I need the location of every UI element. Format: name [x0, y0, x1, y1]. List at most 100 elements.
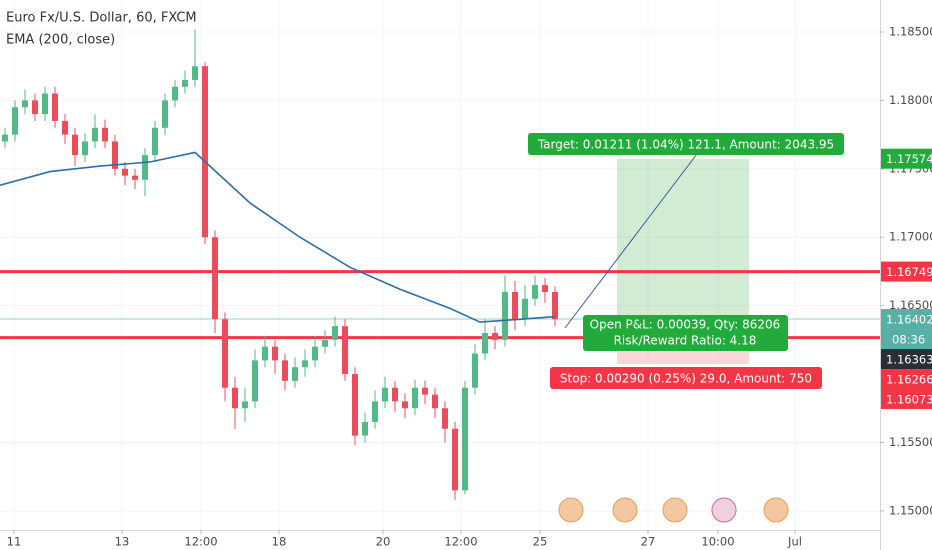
pnl-box — [583, 315, 788, 351]
candle-body — [192, 66, 198, 80]
candle-body — [362, 421, 368, 436]
price-label-bg — [881, 349, 932, 370]
candle-body — [462, 387, 468, 491]
price-label-bg — [881, 148, 932, 169]
stop-label: Stop: 0.00290 (0.25%) 29.0, Amount: 750 — [560, 372, 812, 386]
candle-body — [342, 326, 348, 375]
x-tick-label: 13 — [115, 535, 130, 549]
candle-body — [402, 401, 408, 409]
candle-body — [32, 100, 38, 115]
price-label-bg — [881, 309, 932, 330]
candle-body — [42, 93, 48, 115]
candle-body — [372, 401, 378, 422]
candle-body — [232, 387, 238, 409]
candle-body — [2, 134, 8, 142]
y-tick-label: 1.18500 — [889, 25, 932, 39]
trend-line — [564, 149, 701, 329]
x-tick-label: 18 — [272, 535, 287, 549]
candle-body — [522, 298, 528, 320]
price-label: 1.16266 — [886, 373, 932, 387]
candle-body — [292, 367, 298, 381]
candle-body — [352, 374, 358, 436]
candle-body — [12, 107, 18, 135]
event-icon — [612, 497, 638, 523]
price-label: 1.16749 — [886, 265, 932, 279]
y-tick-label: 1.15500 — [889, 435, 932, 449]
candle-body — [262, 346, 268, 361]
candle-body — [492, 332, 498, 340]
candle-body — [102, 127, 108, 142]
y-tick-label: 1.15000 — [889, 503, 932, 517]
position-profit-zone — [617, 158, 749, 325]
candle-body — [312, 346, 318, 361]
price-label: 1.16363 — [886, 353, 932, 367]
x-tick-label: Jul — [787, 535, 802, 549]
x-tick-label: 27 — [641, 535, 656, 549]
candle-body — [62, 120, 68, 135]
ema-line — [0, 151, 556, 323]
stop-label-bg — [550, 367, 822, 389]
target-label: Target: 0.01211 (1.04%) 121.1, Amount: 2… — [537, 138, 834, 152]
candle-body — [282, 360, 288, 381]
price-label-bg — [881, 389, 932, 410]
candle-body — [152, 127, 158, 156]
candle-body — [332, 326, 338, 340]
candle-body — [382, 387, 388, 402]
candle-body — [482, 332, 488, 354]
candle-body — [222, 319, 228, 388]
countdown: 08:36 — [892, 333, 925, 347]
candle-body — [442, 408, 448, 429]
x-tick-label: 25 — [533, 535, 548, 549]
event-icon — [662, 497, 688, 523]
price-label-bg — [881, 369, 932, 390]
candle-body — [412, 387, 418, 409]
x-tick-label: 11 — [7, 535, 22, 549]
price-label: 1.16402 — [886, 313, 932, 327]
candle-body — [542, 285, 548, 292]
event-icons — [558, 497, 789, 523]
price-label: 1.16073 — [886, 393, 932, 407]
event-icon — [711, 497, 737, 523]
candle-body — [512, 291, 518, 320]
candle-body — [552, 291, 558, 320]
pnl-label: Open P&L: 0.00039, Qty: 86206 — [590, 318, 781, 332]
candle-body — [142, 155, 148, 180]
candle-body — [182, 79, 188, 87]
candle-body — [302, 360, 308, 368]
candle-body — [52, 93, 58, 121]
candle-body — [392, 387, 398, 402]
candle-body — [472, 353, 478, 388]
candle-body — [532, 285, 538, 299]
candle-body — [92, 127, 98, 142]
x-tick-label: 12:00 — [184, 535, 217, 549]
candle-body — [272, 346, 278, 361]
candle-body — [132, 175, 138, 180]
indicator-legend: EMA (200, close) — [6, 33, 115, 48]
candle-body — [242, 401, 248, 409]
candle-body — [172, 86, 178, 101]
countdown-bg — [881, 329, 932, 350]
candle-body — [122, 168, 128, 176]
event-icon — [558, 497, 584, 523]
y-tick-label: 1.16500 — [889, 298, 932, 312]
candle-body — [502, 291, 508, 340]
target-label-bg — [528, 133, 844, 155]
event-icon — [763, 497, 789, 523]
rr-label: Risk/Reward Ratio: 4.18 — [614, 334, 757, 348]
candle-body — [422, 387, 428, 395]
candle-body — [432, 394, 438, 409]
y-tick-label: 1.17000 — [889, 230, 932, 244]
candle-body — [202, 66, 208, 238]
symbol-title: Euro Fx/U.S. Dollar, 60, FXCM — [6, 11, 197, 26]
plot-area: Target: 0.01211 (1.04%) 121.1, Amount: 2… — [0, 29, 880, 500]
candle-body — [212, 237, 218, 320]
x-tick-label: 20 — [376, 535, 391, 549]
x-tick-label: 10:00 — [701, 535, 734, 549]
axes: 1.185001.180001.175001.170001.165001.155… — [7, 25, 932, 549]
candle-body — [112, 141, 118, 169]
price-label: 1.17574 — [886, 152, 932, 166]
candle-body — [252, 360, 258, 402]
y-tick-label: 1.18000 — [889, 93, 932, 107]
candle-body — [22, 100, 28, 108]
